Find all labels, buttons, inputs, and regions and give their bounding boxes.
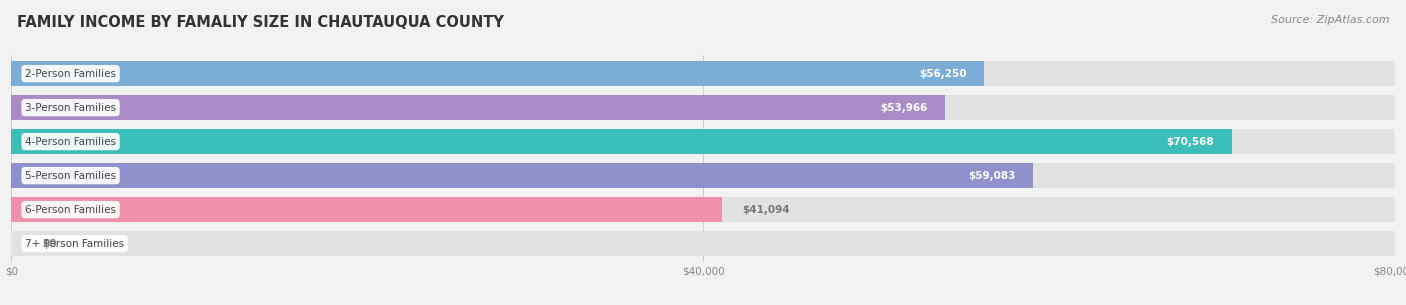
- Bar: [11, 61, 984, 86]
- Bar: [11, 163, 1395, 188]
- Text: 2-Person Families: 2-Person Families: [25, 69, 117, 79]
- Text: $70,568: $70,568: [1167, 137, 1215, 147]
- Bar: [11, 61, 1395, 86]
- Bar: [11, 197, 1395, 222]
- Text: $56,250: $56,250: [920, 69, 967, 79]
- Bar: [11, 95, 945, 120]
- Bar: [11, 231, 1395, 256]
- Bar: [11, 129, 1395, 154]
- Bar: [11, 95, 1395, 120]
- Text: 4-Person Families: 4-Person Families: [25, 137, 117, 147]
- Text: FAMILY INCOME BY FAMALIY SIZE IN CHAUTAUQUA COUNTY: FAMILY INCOME BY FAMALIY SIZE IN CHAUTAU…: [17, 15, 503, 30]
- Text: $0: $0: [42, 239, 56, 249]
- Text: 3-Person Families: 3-Person Families: [25, 102, 117, 113]
- Bar: [11, 129, 1232, 154]
- Text: $41,094: $41,094: [742, 205, 790, 215]
- Text: Source: ZipAtlas.com: Source: ZipAtlas.com: [1271, 15, 1389, 25]
- Bar: [11, 163, 1033, 188]
- Text: 5-Person Families: 5-Person Families: [25, 170, 117, 181]
- Bar: [11, 197, 721, 222]
- Text: $53,966: $53,966: [880, 102, 927, 113]
- Text: $59,083: $59,083: [969, 170, 1015, 181]
- Text: 6-Person Families: 6-Person Families: [25, 205, 117, 215]
- Text: 7+ Person Families: 7+ Person Families: [25, 239, 124, 249]
